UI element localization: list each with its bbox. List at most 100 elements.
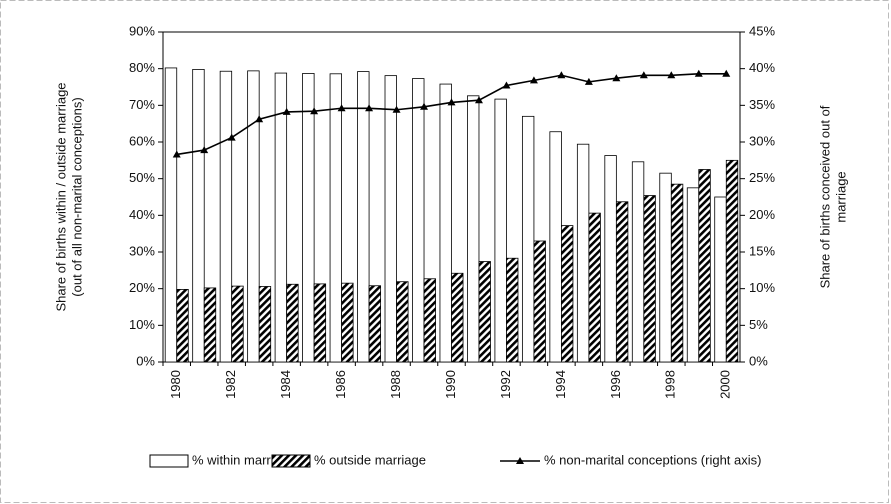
- bar: [423, 278, 436, 363]
- line-marker: [255, 115, 264, 123]
- bar: [533, 240, 546, 363]
- bar: [467, 95, 480, 363]
- bar: [357, 71, 370, 363]
- bar: [725, 159, 739, 363]
- line-marker: [282, 107, 291, 115]
- y-tick-label: 0%: [136, 353, 155, 368]
- x-tick-label: 1992: [498, 370, 513, 399]
- line-marker: [612, 74, 621, 82]
- bar: [686, 187, 700, 363]
- y2-tick-label: 40%: [749, 60, 775, 75]
- line-marker: [447, 98, 456, 106]
- bar: [192, 69, 205, 363]
- bar: [561, 225, 574, 363]
- line-marker: [529, 76, 538, 84]
- bar: [494, 98, 507, 363]
- y-axis-title: Share of births within / outside marriag…: [53, 82, 68, 311]
- bar: [231, 285, 244, 363]
- y2-tick-label: 15%: [749, 243, 775, 258]
- x-tick-label: 1988: [388, 370, 403, 399]
- line-marker: [694, 69, 703, 77]
- y-axis-title: (out of all non-marital conceptions): [69, 97, 84, 296]
- bar: [521, 115, 535, 363]
- bar: [698, 169, 711, 363]
- bar: [714, 196, 727, 363]
- bar: [384, 75, 397, 363]
- y-tick-label: 20%: [129, 280, 155, 295]
- y2-tick-label: 10%: [749, 280, 775, 295]
- y-tick-label: 50%: [129, 170, 155, 185]
- bar: [412, 78, 425, 363]
- line-marker: [474, 96, 483, 104]
- line-marker: [639, 71, 648, 79]
- bar: [302, 73, 315, 363]
- y-tick-label: 80%: [129, 60, 155, 75]
- x-tick-label: 1980: [168, 370, 183, 399]
- y-tick-label: 70%: [129, 97, 155, 112]
- bar: [203, 287, 217, 363]
- bar: [615, 201, 629, 363]
- bar: [313, 283, 327, 363]
- bar: [286, 283, 299, 363]
- line-marker: [310, 107, 319, 115]
- bar: [659, 172, 672, 363]
- bar: [576, 143, 590, 363]
- bar: [176, 288, 189, 363]
- y-tick-label: 40%: [129, 207, 155, 222]
- bar: [604, 155, 617, 363]
- bar: [506, 257, 519, 363]
- x-tick-label: 1986: [333, 370, 348, 399]
- bar: [341, 282, 354, 363]
- bar: [670, 183, 684, 363]
- y-tick-label: 30%: [129, 243, 155, 258]
- legend-label: % non-marital conceptions (right axis): [544, 452, 761, 467]
- bar: [643, 195, 656, 363]
- line-marker: [227, 133, 236, 141]
- x-tick-label: 1982: [223, 370, 238, 399]
- legend-label: % within marriage: [192, 452, 295, 467]
- bar: [258, 286, 272, 363]
- line-marker: [667, 71, 676, 79]
- y2-tick-label: 25%: [749, 170, 775, 185]
- line-marker: [502, 81, 511, 89]
- x-tick-label: 1996: [608, 370, 623, 399]
- legend-swatch: [271, 454, 311, 468]
- line-marker: [557, 71, 566, 79]
- x-tick-label: 1984: [278, 370, 293, 399]
- y2-axis-title: Share of births conceived out of: [817, 105, 832, 288]
- bar: [549, 131, 562, 363]
- bar: [247, 70, 260, 363]
- line-marker: [172, 150, 181, 158]
- bar: [219, 70, 233, 363]
- y-tick-label: 10%: [129, 317, 155, 332]
- y2-tick-label: 30%: [749, 133, 775, 148]
- y2-tick-label: 0%: [749, 353, 768, 368]
- line-marker: [200, 146, 209, 154]
- x-tick-label: 1998: [663, 370, 678, 399]
- legend-marker: [516, 457, 524, 464]
- bar: [478, 261, 491, 363]
- line-marker: [337, 104, 346, 112]
- y-tick-label: 60%: [129, 133, 155, 148]
- bar: [164, 67, 178, 363]
- line-marker: [584, 77, 593, 85]
- bar: [368, 285, 382, 363]
- bar: [451, 272, 464, 363]
- x-tick-label: 1994: [553, 370, 568, 399]
- bar: [588, 212, 601, 363]
- y2-tick-label: 20%: [749, 207, 775, 222]
- y2-tick-label: 35%: [749, 97, 775, 112]
- x-tick-label: 1990: [443, 370, 458, 399]
- legend-swatch: [149, 454, 189, 468]
- legend-label: % outside marriage: [314, 452, 426, 467]
- line-marker: [722, 69, 731, 77]
- line-marker: [392, 105, 401, 113]
- bar: [631, 161, 645, 363]
- y2-axis-title: marriage: [833, 171, 848, 222]
- bar: [396, 281, 409, 363]
- line-marker: [365, 104, 374, 112]
- x-tick-label: 2000: [718, 370, 733, 399]
- line-marker: [420, 102, 429, 110]
- bar: [329, 73, 342, 363]
